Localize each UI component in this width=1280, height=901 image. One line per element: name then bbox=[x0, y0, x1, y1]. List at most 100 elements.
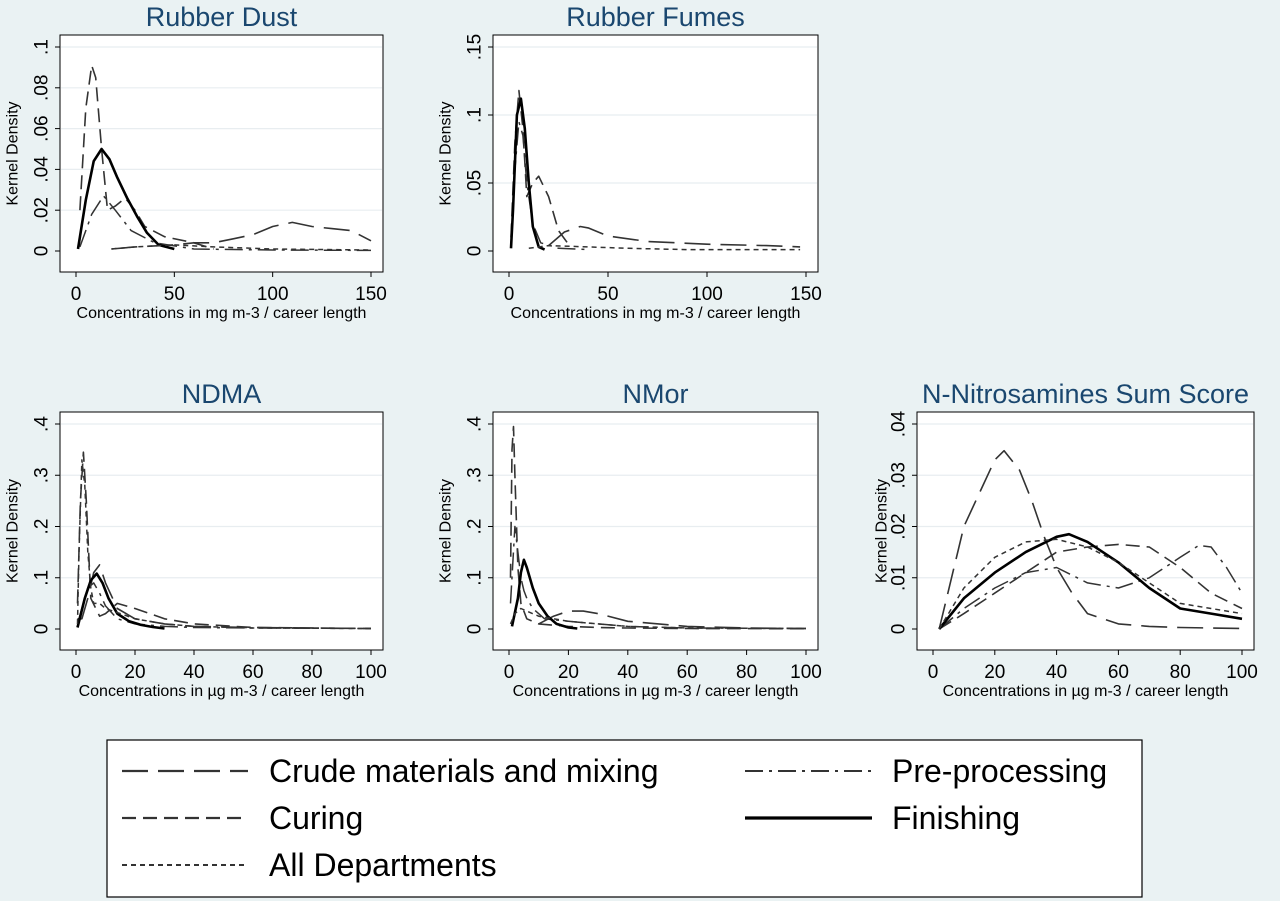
x-tick-label: 0 bbox=[504, 284, 515, 305]
y-tick-label: 0 bbox=[465, 246, 486, 257]
y-tick-label: .3 bbox=[465, 467, 486, 483]
panel-ndma: NDMA 0 .1 .2 .3 .4 0 20 40 60 80 100Concentrations … bbox=[5, 379, 387, 700]
x-axis-title: Concentrations in µg m-3 / career length bbox=[513, 683, 799, 700]
y-tick-label: .4 bbox=[32, 416, 53, 432]
x-tick-label: 40 bbox=[617, 662, 638, 683]
legend-item-crude-materials-and-mixing: Crude materials and mixing bbox=[122, 753, 659, 789]
x-axis-title: Concentrations in mg m-3 / career length bbox=[77, 305, 367, 322]
x-tick-label: 60 bbox=[1108, 662, 1129, 683]
plot-area bbox=[59, 411, 384, 651]
series-line-all-departments bbox=[76, 459, 372, 630]
x-tick-label: 0 bbox=[504, 662, 515, 683]
panel-title: Rubber Fumes bbox=[566, 2, 745, 32]
series-line-curing bbox=[76, 451, 372, 630]
legend: Crude materials and mixing Pre-processing… bbox=[106, 739, 1143, 898]
y-tick-label: .4 bbox=[465, 416, 486, 432]
panel-title: Rubber Dust bbox=[146, 2, 298, 32]
y-axis-title: Kernel Density bbox=[438, 101, 455, 205]
y-tick-label: .1 bbox=[32, 39, 53, 55]
y-tick-label: .02 bbox=[889, 513, 910, 539]
panel-title: N-Nitrosamines Sum Score bbox=[922, 379, 1249, 409]
x-tick-label: 40 bbox=[183, 662, 204, 683]
series-line-curing bbox=[79, 64, 214, 250]
y-axis-title: Kernel Density bbox=[874, 479, 891, 583]
y-tick-label: .15 bbox=[465, 34, 486, 60]
x-tick-label: 20 bbox=[984, 662, 1005, 683]
series-line-curing bbox=[509, 425, 807, 630]
x-tick-label: 50 bbox=[164, 284, 185, 305]
y-tick-label: .2 bbox=[32, 519, 53, 535]
plot-area bbox=[492, 411, 819, 651]
series-line-crude-materials-and-mixing bbox=[111, 221, 372, 250]
series-line-pre-processing bbox=[79, 195, 372, 252]
series-line-finishing bbox=[510, 558, 578, 630]
x-tick-label: 100 bbox=[790, 662, 822, 683]
series-line-crude-materials-and-mixing bbox=[938, 449, 1243, 630]
x-tick-label: 100 bbox=[355, 662, 387, 683]
legend-label: Pre-processing bbox=[892, 753, 1107, 789]
legend-label: Finishing bbox=[892, 800, 1020, 836]
x-axis-title: Concentrations in mg m-3 / career length bbox=[511, 305, 801, 322]
x-tick-label: 100 bbox=[257, 284, 289, 305]
series-line-all-departments bbox=[111, 244, 372, 251]
x-tick-label: 20 bbox=[558, 662, 579, 683]
y-tick-label: .04 bbox=[889, 410, 910, 437]
legend-label: Curing bbox=[269, 800, 363, 836]
series-line-all-departments bbox=[509, 607, 807, 630]
y-tick-label: .3 bbox=[32, 467, 53, 483]
y-axis-title: Kernel Density bbox=[438, 479, 455, 583]
panel-nmor: NMor 0 .1 .2 .3 .4 0 20 40 60 80 100Concentrations … bbox=[438, 379, 822, 700]
y-tick-label: 0 bbox=[32, 624, 53, 635]
plot-area bbox=[492, 34, 819, 273]
x-axis-title: Concentrations in µg m-3 / career length bbox=[79, 683, 365, 700]
plot-area bbox=[916, 411, 1255, 651]
legend-label: Crude materials and mixing bbox=[269, 753, 659, 789]
panel-title: NDMA bbox=[182, 379, 262, 409]
legend-item-curing: Curing bbox=[122, 800, 363, 836]
x-tick-label: 50 bbox=[597, 284, 618, 305]
y-tick-label: 0 bbox=[889, 624, 910, 635]
y-tick-label: .1 bbox=[32, 570, 53, 586]
series-line-finishing bbox=[938, 532, 1243, 630]
series-line-finishing bbox=[76, 147, 175, 251]
y-tick-label: .08 bbox=[32, 75, 53, 101]
x-axis-title: Concentrations in µg m-3 / career length bbox=[943, 683, 1229, 700]
legend-label: All Departments bbox=[269, 847, 497, 883]
y-tick-label: .02 bbox=[32, 197, 53, 223]
x-tick-label: 20 bbox=[124, 662, 145, 683]
x-tick-label: 100 bbox=[1226, 662, 1258, 683]
x-tick-label: 60 bbox=[677, 662, 698, 683]
y-tick-label: .2 bbox=[465, 519, 486, 535]
y-tick-label: .04 bbox=[32, 156, 53, 183]
y-tick-label: 0 bbox=[32, 246, 53, 257]
legend-box bbox=[106, 739, 1143, 898]
x-tick-label: 80 bbox=[1170, 662, 1191, 683]
y-tick-label: .01 bbox=[889, 565, 910, 591]
panel-n-nitrosamines-sum-score: N-Nitrosamines Sum Score 0 .01 .02 .03 .04 0 20… bbox=[874, 379, 1258, 700]
panel-rubber-dust: Rubber Dust 0 .02 .04 .06 .08 .1 0 50 100 150Conce… bbox=[5, 2, 387, 322]
x-tick-label: 0 bbox=[928, 662, 939, 683]
y-tick-label: .06 bbox=[32, 115, 53, 141]
y-tick-label: .03 bbox=[889, 462, 910, 488]
series-line-finishing bbox=[509, 97, 546, 251]
y-axis-title: Kernel Density bbox=[5, 479, 22, 583]
y-tick-label: 0 bbox=[465, 624, 486, 635]
x-tick-label: 60 bbox=[242, 662, 263, 683]
legend-item-finishing: Finishing bbox=[745, 800, 1020, 836]
x-tick-label: 80 bbox=[736, 662, 757, 683]
panel-rubber-fumes: Rubber Fumes 0 .05 .1 .15 0 50 100 150Concentrat… bbox=[438, 2, 822, 322]
x-tick-label: 100 bbox=[691, 284, 723, 305]
panel-title: NMor bbox=[623, 379, 689, 409]
x-tick-label: 0 bbox=[71, 662, 82, 683]
series-line-all-departments bbox=[938, 538, 1243, 630]
series-line-pre-processing bbox=[938, 544, 1243, 630]
series-line-finishing bbox=[76, 572, 165, 630]
x-tick-label: 40 bbox=[1046, 662, 1067, 683]
series-line-curing bbox=[938, 543, 1243, 630]
x-tick-label: 150 bbox=[790, 284, 822, 305]
x-tick-label: 0 bbox=[71, 284, 82, 305]
x-tick-label: 150 bbox=[355, 284, 387, 305]
plot-area bbox=[59, 34, 384, 273]
